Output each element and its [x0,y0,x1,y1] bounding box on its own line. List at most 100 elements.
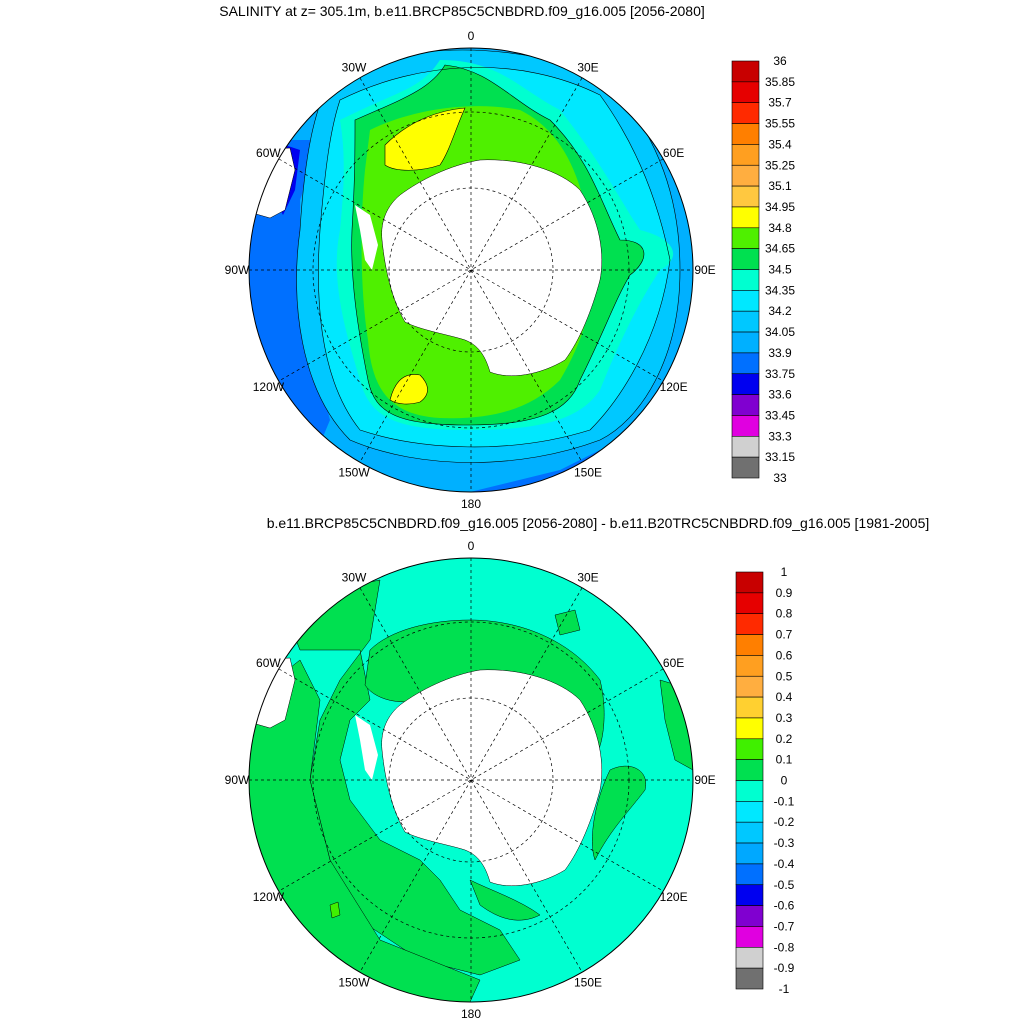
colorbar-tick-label: 0.7 [776,628,793,642]
colorbar-swatch [731,248,760,270]
colorbar-tick-label: 34.8 [768,221,792,235]
antarctic-peninsula [355,205,378,270]
colorbar-tick-label: 35.4 [768,137,792,151]
colorbar-swatch [735,759,764,781]
colorbar-tick-label: -0.3 [774,836,795,850]
longitude-label: 180 [461,497,481,511]
longitude-label: 0 [468,539,475,553]
south-america-tip [249,147,296,219]
colorbar-tick-label: 33.15 [765,450,795,464]
longitude-label: 30E [577,60,598,74]
colorbar-swatch [735,884,764,906]
longitude-label: 0 [468,29,475,43]
colorbar-tick-label: 0.4 [776,690,793,704]
colorbar-tick-label: -0.7 [774,919,795,933]
colorbar-tick-label: 0.6 [776,648,793,662]
longitude-label: 30W [342,60,367,74]
colorbar-tick-label: 0.2 [776,732,793,746]
colorbar-swatch [731,331,760,354]
light-blue-ring [296,50,680,463]
colorbar-swatch [731,352,760,375]
colorbar-swatch [735,571,764,594]
colorbar-tick-label: 35.25 [765,158,795,172]
colorbar-swatch [735,801,764,823]
colorbar-tick-label: 34.95 [765,200,795,214]
colorbar-tick-label: 33.9 [768,346,792,360]
colorbar-swatch [731,123,760,145]
longitude-label: 150E [574,976,602,990]
south-america-tip-2 [249,657,296,729]
colorbar-swatch [735,613,764,635]
colorbar-swatch [731,394,760,416]
longitude-label: 60E [663,656,684,670]
colorbar-swatch [735,863,764,886]
longitude-label: 60W [256,146,281,160]
longitude-label: 30E [577,570,598,584]
colorbar-tick-label: 0.9 [776,586,793,600]
colorbar-tick-label: 33 [773,471,787,485]
colorbar-tick-label: 33.6 [768,388,792,402]
colorbar-tick-label: 0.1 [776,753,793,767]
colorbar-swatch [731,81,760,103]
colorbar-swatch [731,206,760,229]
longitude-label: 120W [253,890,285,904]
longitude-label: 180 [461,1007,481,1021]
colorbar-swatch [735,634,764,656]
colorbar-tick-label: 35.55 [765,117,795,131]
colorbar-tick-label: 0 [781,774,788,788]
colorbar-swatch [735,696,764,719]
colorbar-tick-label: 34.5 [768,263,792,277]
aquamarine-ring [336,60,674,430]
green-anomaly-east [592,765,647,861]
colorbar-tick-label: 0.8 [776,607,793,621]
colorbar-tick-label: 35.7 [768,96,792,110]
longitude-label: 90E [694,773,715,787]
longitude-label: 120W [253,380,285,394]
colorbar-swatch [735,655,764,677]
longitude-label: 90E [694,263,715,277]
colorbar-swatch [731,456,760,479]
colorbar-swatch [735,821,764,844]
colorbar-swatch [731,227,760,249]
longitude-label: 90W [225,773,250,787]
colorbar-swatch [731,415,760,437]
colorbar-swatch [735,780,764,802]
longitude-label: 60W [256,656,281,670]
colorbar-swatch [731,144,760,166]
lime-salinity-band [361,106,594,419]
colorbar-swatch [731,310,760,333]
colorbar-swatch [735,946,764,969]
yellow-high-salinity-patch-south [389,374,428,405]
colorbar-tick-label: 36 [773,54,787,68]
colorbar-tick-label: 35.85 [765,75,795,89]
colorbar-tick-label: 34.65 [765,242,795,256]
colorbar-tick-label: 33.3 [768,429,792,443]
longitude-label: 150E [574,466,602,480]
colorbar-tick-label: 0.3 [776,711,793,725]
colorbar-tick-label: -1 [779,982,790,996]
longitude-label: 150W [338,466,370,480]
green-positive-anomaly-southwest [249,659,481,1002]
colorbar-tick-label: 34.05 [765,325,795,339]
colorbar-swatch [735,926,764,948]
colorbar-tick-label: -0.4 [774,857,795,871]
colorbar-swatch [731,435,760,458]
antarctic-peninsula-2 [355,715,378,780]
colorbar-swatch [735,717,764,740]
colorbar-swatch [731,269,760,291]
antarctica-landmass-2 [381,669,603,887]
lime-anomaly-patch [329,901,341,919]
yellow-high-salinity-patch-north [384,107,466,171]
longitude-label: 30W [342,570,367,584]
deep-blue-west-region [249,140,330,492]
green-positive-anomaly-ring [364,619,605,761]
cyan-ring [318,67,670,447]
deep-blue-south-region [470,420,693,492]
colorbar-tick-label: -0.2 [774,815,795,829]
colorbar-tick-label: -0.8 [774,940,795,954]
longitude-label: 120E [660,890,688,904]
colorbar-swatch [735,592,764,614]
colorbar-tick-label: -0.9 [774,961,795,975]
